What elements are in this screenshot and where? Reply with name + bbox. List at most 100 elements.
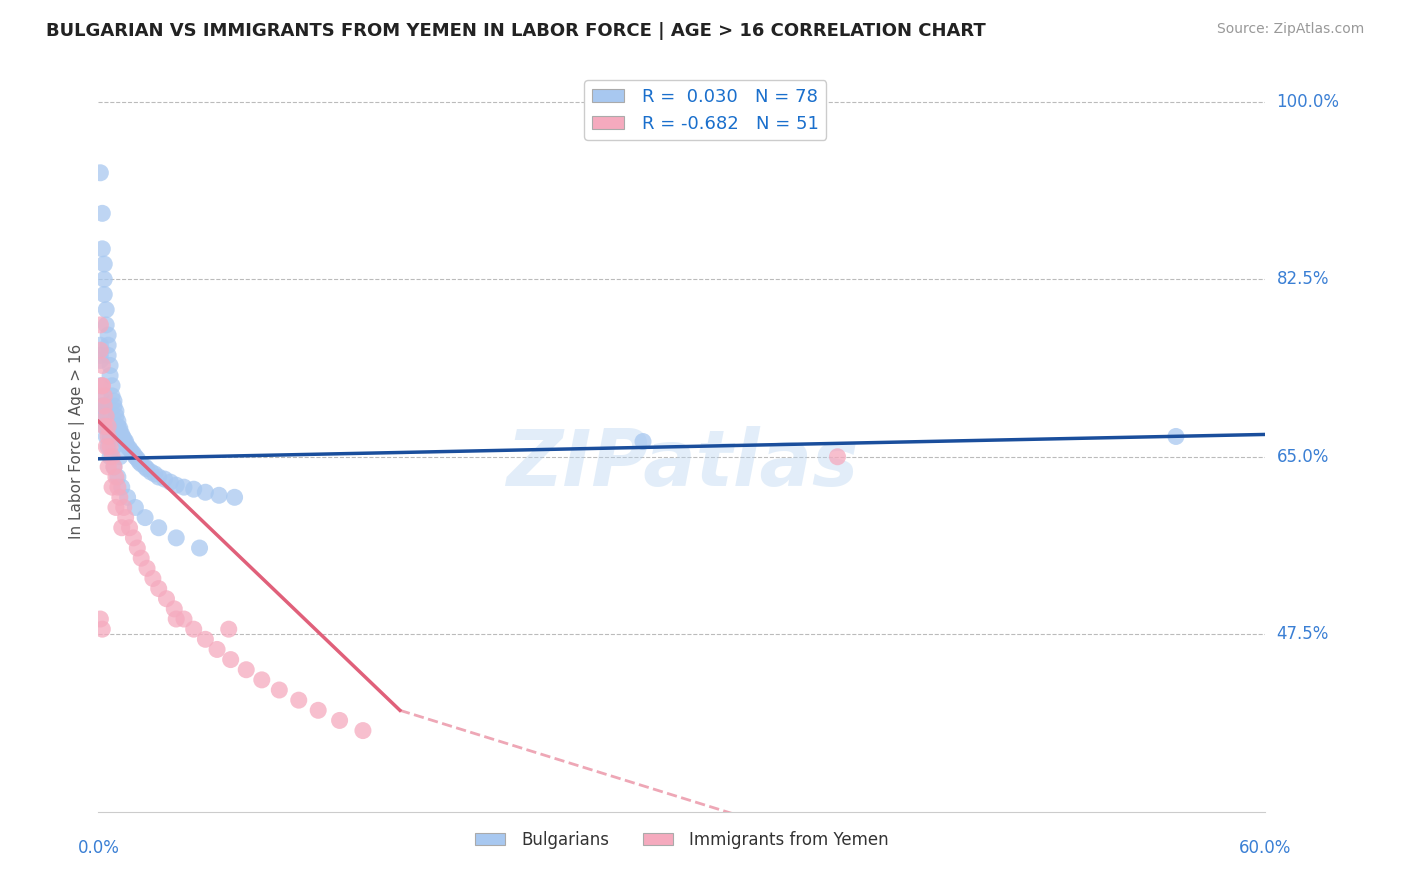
Point xyxy=(101,378,124,392)
Point xyxy=(129,457,152,471)
Point xyxy=(97,328,120,343)
Text: Source: ZipAtlas.com: Source: ZipAtlas.com xyxy=(1216,22,1364,37)
Point xyxy=(91,399,114,413)
Point xyxy=(89,166,111,180)
Point xyxy=(98,429,121,443)
Point xyxy=(165,478,187,492)
Point xyxy=(98,440,121,454)
Point xyxy=(118,442,141,456)
Point xyxy=(97,348,120,362)
Point xyxy=(104,409,127,424)
Point xyxy=(827,450,849,464)
Point xyxy=(235,663,257,677)
Point xyxy=(117,491,139,505)
Point xyxy=(134,459,156,474)
Point xyxy=(101,450,124,464)
Point xyxy=(136,462,159,476)
Text: 100.0%: 100.0% xyxy=(1277,93,1340,111)
Point xyxy=(287,693,309,707)
Point xyxy=(96,440,118,454)
Point xyxy=(89,338,111,352)
Point xyxy=(173,480,195,494)
Point xyxy=(101,480,124,494)
Point xyxy=(631,434,654,449)
Text: 47.5%: 47.5% xyxy=(1277,625,1329,643)
Point xyxy=(112,500,135,515)
Point xyxy=(93,399,115,413)
Point xyxy=(103,394,125,409)
Point xyxy=(142,571,165,585)
Point xyxy=(1164,429,1187,443)
Point xyxy=(118,521,141,535)
Point xyxy=(250,673,273,687)
Point xyxy=(112,432,135,446)
Point xyxy=(107,414,129,428)
Point xyxy=(163,602,186,616)
Point xyxy=(97,338,120,352)
Point xyxy=(96,302,118,317)
Point xyxy=(194,485,217,500)
Point xyxy=(205,642,228,657)
Point xyxy=(148,521,170,535)
Point xyxy=(129,551,152,566)
Point xyxy=(148,470,170,484)
Point xyxy=(107,480,129,494)
Point xyxy=(183,482,205,496)
Point xyxy=(188,541,211,555)
Point xyxy=(91,404,114,418)
Point xyxy=(165,612,187,626)
Point xyxy=(91,378,114,392)
Point xyxy=(134,510,156,524)
Point xyxy=(91,359,114,373)
Point xyxy=(122,531,145,545)
Point xyxy=(111,480,134,494)
Point xyxy=(127,451,149,466)
Point xyxy=(101,389,124,403)
Point xyxy=(97,419,120,434)
Point xyxy=(104,500,127,515)
Point xyxy=(143,467,166,481)
Point xyxy=(329,714,352,728)
Point xyxy=(103,440,125,454)
Point xyxy=(96,419,118,434)
Point xyxy=(165,531,187,545)
Point xyxy=(96,429,118,443)
Point xyxy=(111,429,134,443)
Text: 0.0%: 0.0% xyxy=(77,839,120,857)
Point xyxy=(104,404,127,418)
Point xyxy=(89,343,111,358)
Point xyxy=(91,622,114,636)
Point xyxy=(114,510,136,524)
Text: 65.0%: 65.0% xyxy=(1277,448,1329,466)
Point xyxy=(153,472,176,486)
Point xyxy=(108,491,131,505)
Point xyxy=(93,272,115,286)
Point xyxy=(97,440,120,454)
Point xyxy=(98,450,121,464)
Point xyxy=(183,622,205,636)
Point xyxy=(155,591,177,606)
Point xyxy=(93,257,115,271)
Point xyxy=(224,491,246,505)
Point xyxy=(122,447,145,461)
Point xyxy=(139,465,162,479)
Point xyxy=(121,444,143,458)
Point xyxy=(91,206,114,220)
Point xyxy=(194,632,217,647)
Point xyxy=(269,683,291,698)
Point xyxy=(91,242,114,256)
Point xyxy=(103,459,125,474)
Point xyxy=(89,353,111,368)
Point xyxy=(124,500,146,515)
Point xyxy=(103,399,125,413)
Point xyxy=(219,652,242,666)
Point xyxy=(127,541,149,555)
Point xyxy=(148,582,170,596)
Point xyxy=(352,723,374,738)
Point xyxy=(98,368,121,383)
Point xyxy=(108,421,131,435)
Point xyxy=(91,378,114,392)
Point xyxy=(96,318,118,332)
Point xyxy=(114,436,136,450)
Point xyxy=(98,359,121,373)
